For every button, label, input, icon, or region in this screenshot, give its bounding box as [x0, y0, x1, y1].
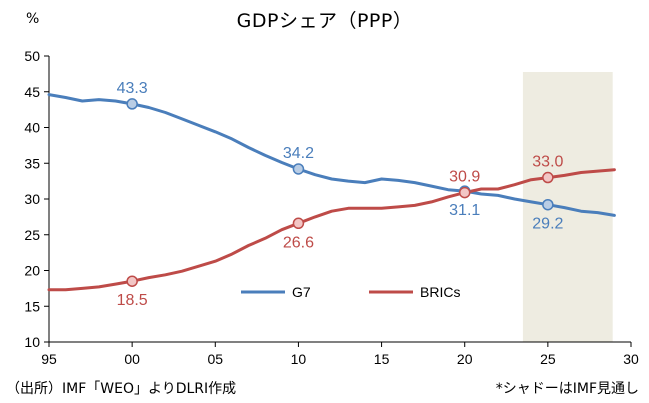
data-label-g7: 31.1 [449, 202, 480, 219]
source-note: （出所）IMF「WEO」よりDLRI作成 [6, 381, 237, 397]
data-label-g7: 43.3 [117, 80, 148, 97]
x-tick-label: 30 [623, 351, 639, 367]
data-point-brics [292, 217, 305, 230]
series-line-g7 [47, 93, 616, 217]
x-tick-label: 20 [457, 351, 473, 367]
y-tick-label: 35 [24, 155, 40, 171]
forecast-shade-note: *シャドーはIMF見通し [495, 381, 639, 397]
data-point-g7 [542, 198, 554, 211]
y-tick-label: 15 [24, 298, 40, 314]
data-point-brics [126, 275, 138, 287]
x-tick-label: 25 [540, 351, 556, 367]
chart-title: GDPシェア（PPP） [236, 10, 413, 32]
y-tick-label: 50 [24, 48, 40, 64]
legend-label-brics: BRICs [420, 284, 460, 300]
x-tick-label: 05 [207, 351, 223, 367]
x-tick-label: 95 [41, 351, 57, 367]
data-label-brics: 33.0 [532, 154, 563, 171]
y-axis-unit-label: % [26, 11, 40, 27]
y-tick-label: 40 [24, 120, 40, 136]
legend-label-g7: G7 [292, 284, 311, 300]
y-tick-label: 25 [24, 227, 40, 243]
data-point-brics [458, 186, 471, 199]
data-point-g7 [126, 98, 138, 110]
data-label-brics: 26.6 [283, 234, 314, 251]
data-label-brics: 18.5 [117, 292, 148, 309]
y-tick-label: 20 [24, 263, 40, 279]
x-tick-label: 15 [374, 351, 390, 367]
data-point-brics [542, 171, 554, 184]
x-tick-label: 10 [291, 351, 307, 367]
data-point-g7 [292, 163, 305, 175]
x-tick-label: 00 [124, 351, 140, 367]
data-label-g7: 29.2 [532, 216, 563, 233]
y-tick-label: 10 [24, 334, 40, 350]
y-tick-label: 30 [24, 191, 40, 207]
data-label-g7: 34.2 [283, 145, 314, 162]
y-tick-label: 45 [24, 84, 40, 100]
data-label-brics: 30.9 [449, 169, 480, 186]
series-line-brics [47, 168, 616, 292]
